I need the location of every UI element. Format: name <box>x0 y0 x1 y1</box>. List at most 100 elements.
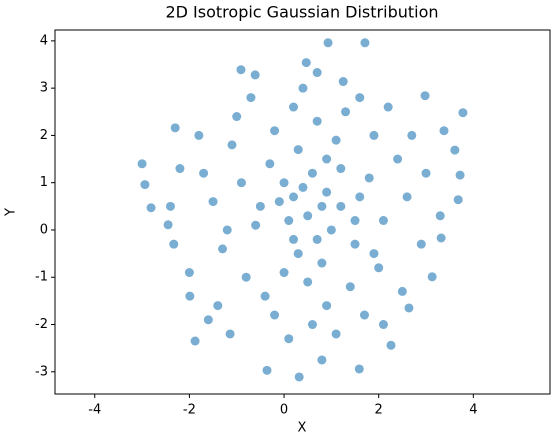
scatter-point <box>322 154 332 164</box>
scatter-point <box>289 234 299 244</box>
scatter-point <box>175 164 185 174</box>
scatter-point <box>163 220 173 230</box>
scatter-point <box>350 239 360 249</box>
y-tick-label: 0 <box>40 222 48 237</box>
y-tick-label: -2 <box>35 317 48 332</box>
scatter-point <box>284 334 294 344</box>
scatter-point <box>355 93 365 103</box>
x-tick-label: 4 <box>469 403 477 418</box>
scatter-point <box>185 291 195 301</box>
scatter-point <box>369 249 379 259</box>
scatter-point <box>279 268 289 278</box>
scatter-point <box>360 38 370 48</box>
scatter-point <box>312 234 322 244</box>
scatter-point <box>326 225 336 235</box>
chart-title: 2D Isotropic Gaussian Distribution <box>165 3 438 22</box>
scatter-point <box>222 225 232 235</box>
scatter-point <box>251 220 261 230</box>
scatter-point <box>236 178 246 188</box>
scatter-point <box>345 282 355 292</box>
scatter-point <box>260 291 270 301</box>
scatter-point <box>455 170 465 180</box>
scatter-point <box>404 303 414 313</box>
y-tick-label: -3 <box>35 364 48 379</box>
scatter-point <box>393 154 403 164</box>
scatter-point <box>436 233 446 243</box>
scatter-point <box>369 130 379 140</box>
scatter-point <box>298 83 308 93</box>
scatter-point <box>208 197 218 207</box>
scatter-point <box>165 201 175 211</box>
x-axis-label: X <box>298 421 307 436</box>
y-axis-label: Y <box>4 208 19 217</box>
scatter-point <box>427 272 437 282</box>
scatter-point <box>322 187 332 197</box>
scatter-point <box>341 107 351 117</box>
scatter-point <box>355 192 365 202</box>
scatter-point <box>298 182 308 192</box>
scatter-point <box>270 310 280 320</box>
scatter-point <box>213 301 223 311</box>
scatter-point <box>364 173 374 183</box>
scatter-point <box>439 126 449 136</box>
scatter-point <box>331 135 341 145</box>
scatter-point <box>227 140 237 150</box>
scatter-point <box>203 315 213 325</box>
scatter-point <box>386 340 396 350</box>
x-tick-label: -2 <box>183 403 196 418</box>
scatter-point <box>265 159 275 169</box>
scatter-point <box>354 364 364 374</box>
x-tick-label: 2 <box>375 403 383 418</box>
scatter-point <box>137 159 147 169</box>
scatter-point <box>289 192 299 202</box>
scatter-point <box>450 145 460 155</box>
scatter-point <box>317 258 327 268</box>
scatter-point <box>402 192 412 202</box>
scatter-point <box>279 178 289 188</box>
y-tick-label: 3 <box>40 81 48 96</box>
scatter-point <box>262 365 272 375</box>
scatter-point <box>416 239 426 249</box>
scatter-point <box>307 168 317 178</box>
scatter-point <box>218 244 228 254</box>
scatter-point <box>199 168 209 178</box>
scatter-point <box>293 145 303 155</box>
scatter-point <box>274 197 284 207</box>
scatter-point <box>170 123 180 133</box>
scatter-point <box>284 216 294 226</box>
scatter-point <box>378 320 388 330</box>
scatter-point <box>232 112 242 122</box>
scatter-point <box>359 310 369 320</box>
y-tick-label: 4 <box>40 33 48 48</box>
scatter-point <box>336 201 346 211</box>
scatter-point <box>383 102 393 112</box>
scatter-point <box>307 320 317 330</box>
scatter-point <box>407 130 417 140</box>
scatter-point <box>312 68 322 78</box>
scatter-point <box>338 77 348 87</box>
y-tick-label: 1 <box>40 175 48 190</box>
scatter-point <box>312 116 322 126</box>
scatter-point <box>169 239 179 249</box>
plot-frame <box>54 29 551 395</box>
scatter-point <box>303 277 313 287</box>
scatter-point <box>301 58 311 68</box>
scatter-point <box>236 65 246 75</box>
scatter-point <box>246 93 256 103</box>
scatter-point <box>421 168 431 178</box>
scatter-point <box>250 70 260 80</box>
scatter-point <box>241 272 251 282</box>
x-tick-label: -4 <box>88 403 101 418</box>
scatter-point <box>458 108 468 118</box>
y-tick-label: -1 <box>35 270 48 285</box>
scatter-point <box>293 249 303 259</box>
scatter-point <box>294 372 304 382</box>
scatter-point <box>146 203 156 213</box>
scatter-point <box>350 216 360 226</box>
scatter-point <box>435 211 445 221</box>
scatter-point <box>378 216 388 226</box>
scatter-point <box>420 91 430 101</box>
scatter-point <box>255 201 265 211</box>
scatter-point <box>317 201 327 211</box>
